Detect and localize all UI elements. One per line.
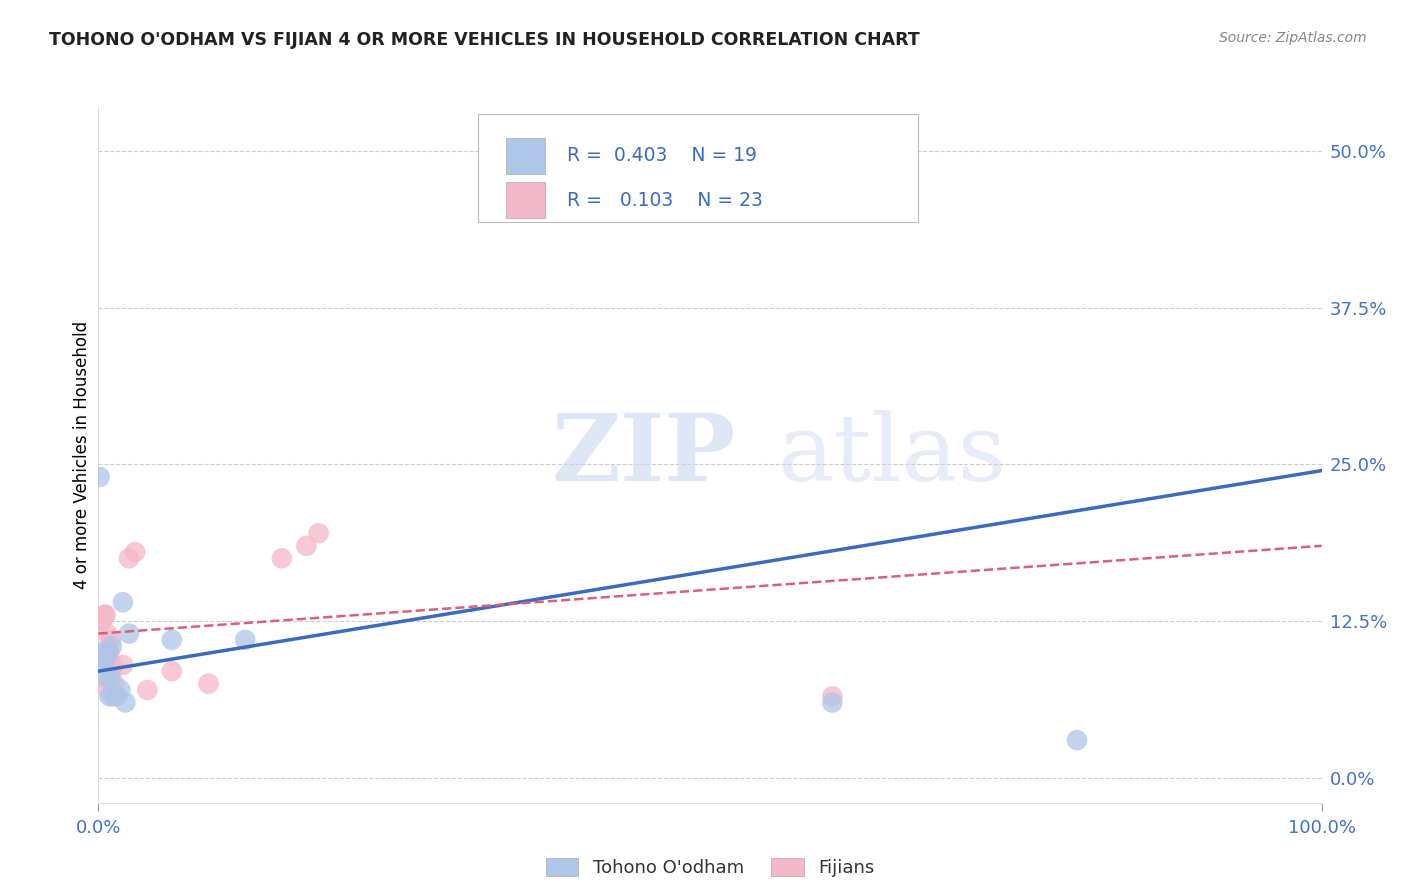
Point (105, 690, 128, 704)
Point (91, 645, 114, 659)
Point (89, 470, 111, 484)
Point (308, 526, 330, 541)
Point (111, 595, 134, 609)
Point (94, 651, 117, 665)
Point (89, 651, 111, 665)
Point (91, 657, 114, 672)
Point (136, 683, 159, 698)
Point (160, 632, 183, 647)
Text: atlas: atlas (778, 410, 1007, 500)
Text: R =  0.403    N = 19: R = 0.403 N = 19 (567, 146, 756, 165)
Point (90, 670, 112, 684)
Point (101, 657, 124, 672)
Point (124, 545, 146, 559)
FancyBboxPatch shape (506, 137, 546, 174)
Point (111, 657, 134, 672)
Text: ZIP: ZIP (551, 410, 735, 500)
FancyBboxPatch shape (506, 182, 546, 219)
Point (295, 539, 318, 553)
Text: R =   0.103    N = 23: R = 0.103 N = 23 (567, 191, 763, 210)
Point (97, 645, 120, 659)
Point (97, 683, 120, 698)
Point (160, 664, 183, 678)
Point (101, 639, 124, 653)
Point (270, 551, 294, 566)
Text: Source: ZipAtlas.com: Source: ZipAtlas.com (1219, 31, 1367, 45)
Point (94, 607, 117, 622)
Point (197, 676, 219, 690)
Point (821, 690, 844, 704)
Point (103, 676, 125, 690)
Point (118, 626, 141, 640)
Point (821, 696, 844, 710)
Point (100, 632, 122, 647)
Y-axis label: 4 or more Vehicles in Household: 4 or more Vehicles in Household (73, 321, 91, 589)
Legend: Tohono O'odham, Fijians: Tohono O'odham, Fijians (538, 850, 882, 884)
Point (96, 626, 118, 640)
Point (233, 632, 256, 647)
Point (96, 670, 118, 684)
Point (100, 670, 122, 684)
Text: TOHONO O'ODHAM VS FIJIAN 4 OR MORE VEHICLES IN HOUSEHOLD CORRELATION CHART: TOHONO O'ODHAM VS FIJIAN 4 OR MORE VEHIC… (49, 31, 920, 49)
Point (110, 683, 132, 698)
Point (91, 614, 114, 628)
Point (101, 690, 124, 704)
Point (118, 551, 141, 566)
Point (98, 645, 121, 659)
Point (101, 664, 124, 678)
Point (114, 696, 136, 710)
FancyBboxPatch shape (478, 114, 918, 222)
Point (90, 645, 112, 659)
Point (93, 607, 115, 622)
Point (1066, 733, 1088, 747)
Point (98, 690, 121, 704)
